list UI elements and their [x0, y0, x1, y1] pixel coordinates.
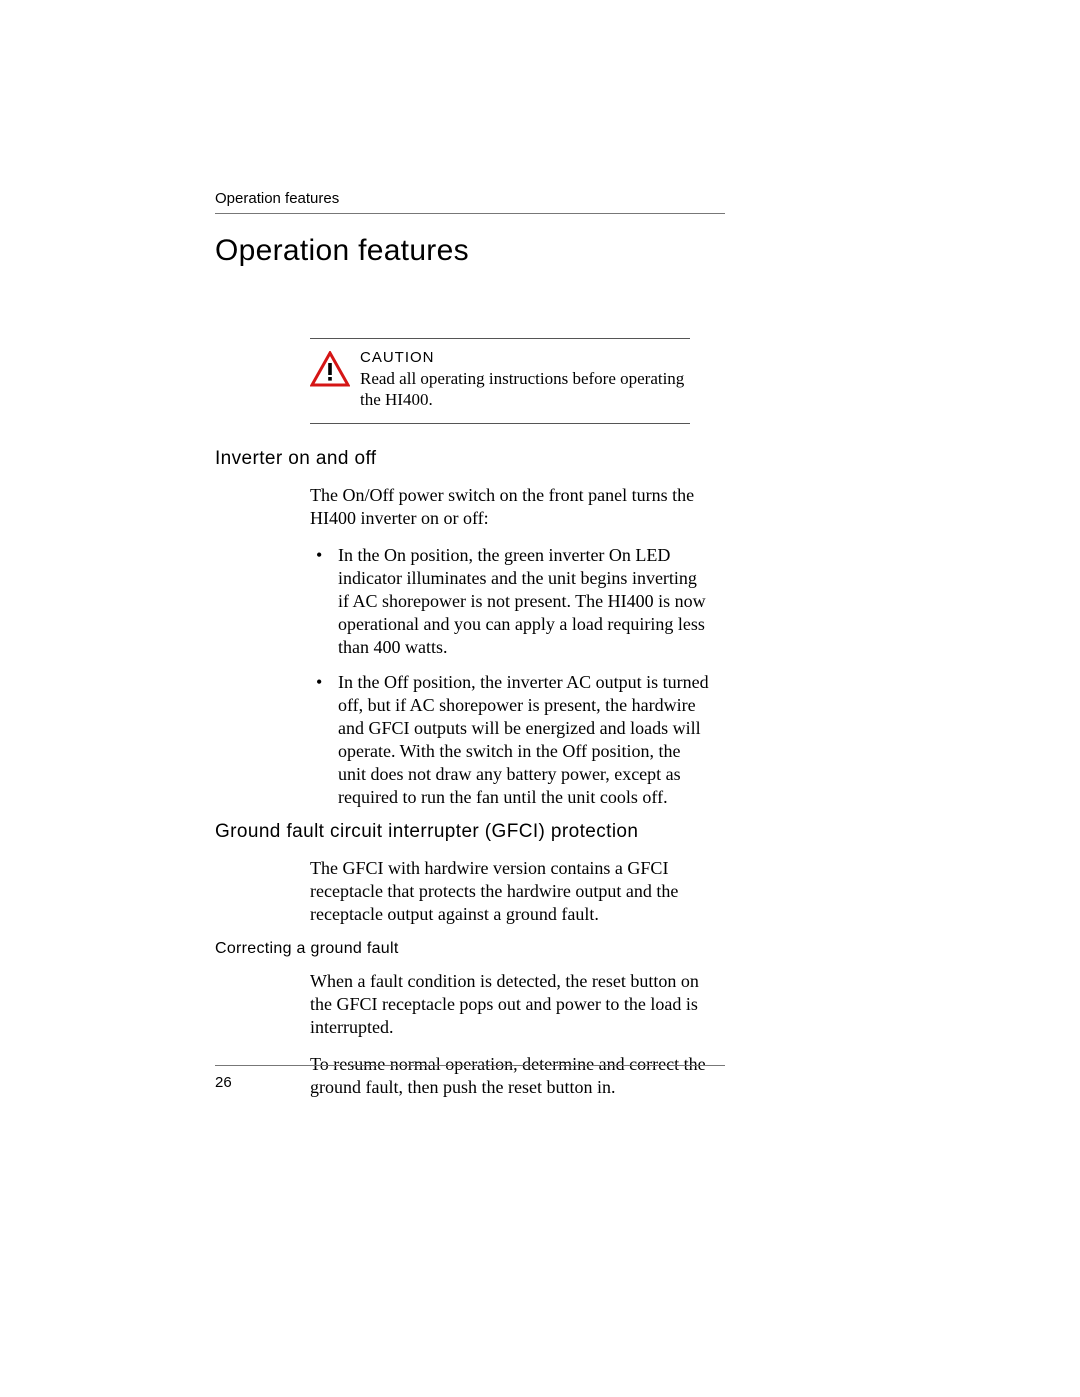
paragraph: When a fault condition is detected, the … — [310, 970, 710, 1039]
footer-rule — [215, 1065, 725, 1066]
section-heading-inverter: Inverter on and off — [215, 448, 725, 470]
paragraph: The GFCI with hardwire version contains … — [310, 857, 710, 926]
subsection-heading-correcting: Correcting a ground fault — [215, 940, 725, 958]
correcting-body: When a fault condition is detected, the … — [310, 970, 710, 1099]
caution-label: CAUTION — [360, 349, 690, 366]
running-head: Operation features — [215, 190, 725, 214]
paragraph: The On/Off power switch on the front pan… — [310, 484, 710, 530]
caution-box: CAUTION Read all operating instructions … — [310, 338, 690, 424]
page-content: Operation features Operation features CA… — [215, 190, 725, 1113]
caution-body: Read all operating instructions before o… — [360, 368, 690, 411]
page-number: 26 — [215, 1074, 232, 1091]
bullet-list: In the On position, the green inverter O… — [310, 544, 710, 809]
list-item: In the Off position, the inverter AC out… — [310, 671, 710, 809]
page-title: Operation features — [215, 234, 725, 268]
warning-triangle-icon — [310, 351, 350, 392]
section-heading-gfci: Ground fault circuit interrupter (GFCI) … — [215, 821, 725, 843]
inverter-body: The On/Off power switch on the front pan… — [310, 484, 710, 809]
list-item: In the On position, the green inverter O… — [310, 544, 710, 659]
paragraph: To resume normal operation, determine an… — [310, 1053, 710, 1099]
caution-text: CAUTION Read all operating instructions … — [360, 349, 690, 411]
gfci-body: The GFCI with hardwire version contains … — [310, 857, 710, 926]
